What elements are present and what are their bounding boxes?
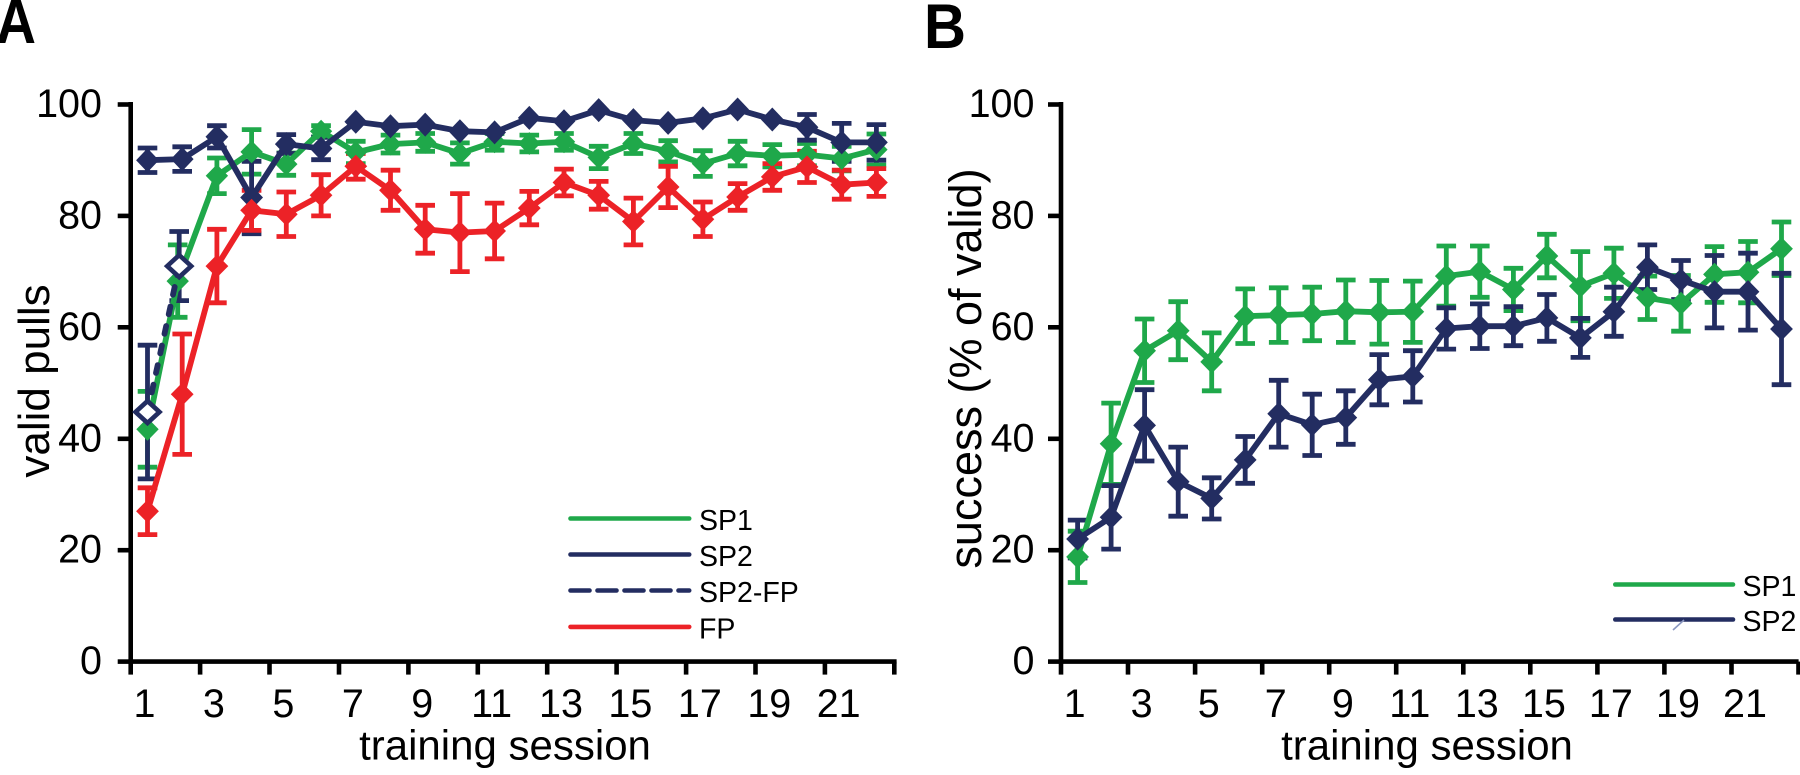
- svg-text:17: 17: [1589, 682, 1633, 726]
- svg-text:19: 19: [1656, 682, 1700, 726]
- svg-text:0: 0: [1013, 639, 1035, 683]
- svg-text:5: 5: [1198, 682, 1220, 726]
- svg-text:15: 15: [608, 682, 652, 726]
- svg-text:13: 13: [1455, 682, 1499, 726]
- svg-text:SP2: SP2: [699, 541, 753, 573]
- svg-text:17: 17: [678, 682, 722, 726]
- svg-text:100: 100: [36, 82, 102, 126]
- svg-text:FP: FP: [699, 613, 735, 645]
- svg-text:valid pulls: valid pulls: [10, 284, 59, 477]
- svg-text:SP2: SP2: [1743, 606, 1797, 638]
- svg-text:training session: training session: [1281, 722, 1573, 769]
- svg-text:60: 60: [58, 305, 102, 349]
- svg-text:9: 9: [411, 682, 433, 726]
- svg-text:5: 5: [272, 682, 294, 726]
- svg-text:11: 11: [1389, 682, 1430, 726]
- svg-text:13: 13: [539, 682, 583, 726]
- svg-text:1: 1: [1064, 682, 1086, 726]
- svg-text:20: 20: [991, 528, 1035, 572]
- svg-text:15: 15: [1522, 682, 1566, 726]
- svg-text:7: 7: [342, 682, 364, 726]
- svg-text:A: A: [0, 0, 36, 57]
- svg-text:3: 3: [1131, 682, 1153, 726]
- svg-text:21: 21: [1723, 682, 1767, 726]
- svg-text:1: 1: [134, 682, 156, 726]
- svg-text:60: 60: [991, 305, 1035, 349]
- svg-text:3: 3: [203, 682, 225, 726]
- svg-text:21: 21: [817, 682, 861, 726]
- svg-text:40: 40: [58, 416, 102, 460]
- svg-text:training session: training session: [359, 722, 651, 769]
- svg-text:success (% of valid): success (% of valid): [940, 168, 991, 568]
- svg-text:B: B: [924, 0, 966, 62]
- svg-text:11: 11: [471, 682, 512, 726]
- svg-text:SP1: SP1: [699, 505, 753, 537]
- svg-text:80: 80: [991, 193, 1035, 237]
- svg-text:SP2-FP: SP2-FP: [699, 577, 799, 609]
- svg-text:9: 9: [1332, 682, 1354, 726]
- svg-text:100: 100: [969, 82, 1035, 126]
- svg-text:19: 19: [747, 682, 791, 726]
- svg-text:80: 80: [58, 193, 102, 237]
- svg-text:40: 40: [991, 416, 1035, 460]
- svg-text:SP1: SP1: [1743, 571, 1797, 603]
- svg-text:20: 20: [58, 528, 102, 572]
- svg-text:0: 0: [80, 639, 102, 683]
- svg-text:7: 7: [1265, 682, 1287, 726]
